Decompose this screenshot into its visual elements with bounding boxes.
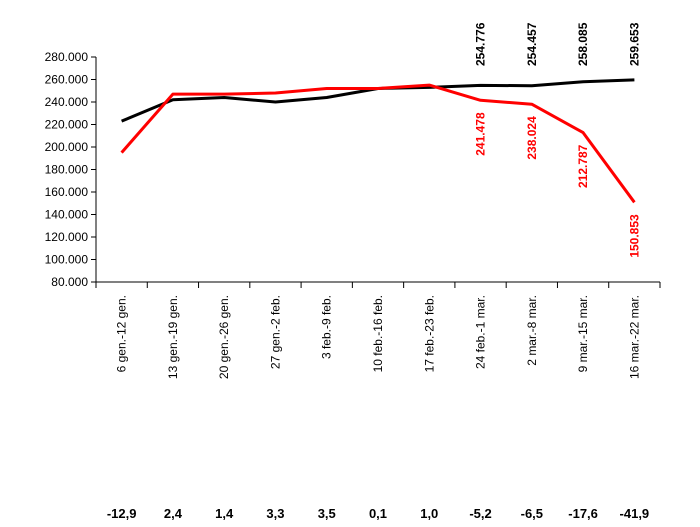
y-tick-label: 200.000 (45, 140, 89, 154)
percent-change-value: 0,1 (369, 506, 387, 521)
percent-change-value: -12,9 (107, 506, 137, 521)
data-label-red: 212.787 (576, 144, 590, 188)
data-label-red: 150.853 (627, 214, 641, 258)
data-label-black: 258.085 (576, 22, 590, 66)
x-tick-label: 6 gen.-12 gen. (115, 295, 129, 372)
y-tick-label: 280.000 (45, 50, 89, 64)
y-tick-label: 220.000 (45, 118, 89, 132)
x-tick-label: 10 feb.-16 feb. (371, 295, 385, 372)
y-tick-label: 240.000 (45, 95, 89, 109)
y-tick-label: 160.000 (45, 185, 89, 199)
x-tick-label: 17 feb.-23 feb. (422, 295, 436, 372)
percent-change-value: 3,3 (266, 506, 284, 521)
percent-change-value: 2,4 (164, 506, 183, 521)
series-line-red (120, 83, 636, 204)
percent-change-value: -6,5 (521, 506, 543, 521)
x-tick-label: 13 gen.-19 gen. (166, 295, 180, 379)
percent-change-value: 1,4 (215, 506, 234, 521)
series-line-black (121, 78, 635, 123)
x-tick-label: 9 mar.-15 mar. (576, 295, 590, 372)
data-label-red: 241.478 (474, 112, 488, 156)
percent-change-row: -12,9 2,4 1,4 3,3 3,5 0,1 1,0 -5,2 -6,5 -17,6 -41,… (107, 506, 649, 521)
x-tick-label: 16 mar.-22 mar. (627, 295, 641, 379)
x-tick-label: 27 gen.-2 feb. (268, 295, 282, 369)
y-tick-label: 80.000 (51, 275, 88, 289)
y-tick-label: 140.000 (45, 208, 89, 222)
data-label-red: 238.024 (525, 116, 539, 160)
y-tick-label: 180.000 (45, 163, 89, 177)
data-label-black: 254.776 (474, 22, 488, 66)
data-label-black: 254.457 (525, 22, 539, 66)
data-label-black: 259.653 (627, 22, 641, 66)
percent-change-value: -17,6 (568, 506, 598, 521)
x-tick-label: 20 gen.-26 gen. (217, 295, 231, 379)
percent-change-value: 3,5 (318, 506, 336, 521)
y-tick-label: 260.000 (45, 73, 89, 87)
percent-change-value: -41,9 (620, 506, 650, 521)
x-tick-label: 24 feb.-1 mar. (474, 295, 488, 369)
percent-change-value: 1,0 (420, 506, 438, 521)
x-tick-label: 2 mar.-8 mar. (525, 295, 539, 366)
x-tick-label: 3 feb.-9 feb. (320, 295, 334, 359)
series-layer (120, 78, 636, 204)
data-labels: 254.776 254.457 258.085 259.653 241.478 238.0… (474, 22, 642, 257)
y-tick-label: 120.000 (45, 230, 89, 244)
x-axis: 6 gen.-12 gen. 13 gen.-19 gen. 20 gen.-26 … (95, 281, 661, 379)
y-axis: 80.000 100.000 120.000 140.000 160.000 180.00… (45, 50, 97, 289)
y-tick-label: 100.000 (45, 253, 89, 267)
percent-change-value: -5,2 (469, 506, 491, 521)
